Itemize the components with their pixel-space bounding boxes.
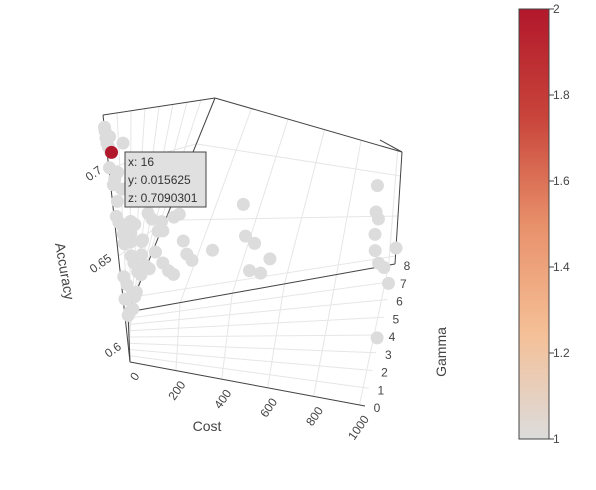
axis-line [214, 97, 403, 153]
data-point[interactable] [118, 237, 131, 251]
grid-line [129, 349, 373, 371]
y-tick-label: 1 [377, 383, 384, 397]
data-point[interactable] [263, 252, 277, 266]
y-tick-label: 6 [396, 295, 403, 309]
hover-x-text: x: 16 [128, 155, 154, 169]
data-point[interactable] [162, 264, 175, 278]
data-point[interactable] [368, 244, 382, 258]
x-tick-label: 800 [303, 404, 326, 429]
data-point[interactable] [136, 233, 150, 247]
y-tick-label: 0 [374, 401, 381, 415]
axis-line [129, 361, 366, 407]
grid-line [128, 334, 381, 338]
colorbar-tick-label: 1.8 [553, 88, 570, 102]
y-tick-label: 5 [392, 312, 399, 326]
x-axis-title: Cost [193, 418, 222, 434]
grid-line [179, 108, 252, 303]
x-tick-label: 200 [165, 378, 188, 403]
data-point[interactable] [139, 259, 152, 273]
x-tick-label: 400 [211, 387, 234, 412]
colorbar-tick-labels: 1 1.2 1.4 1.6 1.8 2 [549, 2, 570, 446]
data-point[interactable] [372, 256, 386, 270]
colorbar-gradient [518, 8, 550, 440]
grid-line [128, 281, 392, 319]
data-point[interactable] [176, 234, 190, 248]
x-tick-label: 1000 [345, 412, 372, 442]
axis-line [127, 263, 396, 313]
data-point[interactable] [369, 205, 383, 219]
hover-tooltip: x: 16 y: 0.015625 z: 0.7090301 [124, 151, 207, 208]
data-point[interactable] [368, 227, 382, 241]
colorbar-tick-label: 1.2 [553, 346, 570, 360]
data-point[interactable] [389, 241, 403, 255]
data-point[interactable] [180, 247, 194, 261]
grid-line [231, 118, 289, 294]
colorbar-tick-label: 1.6 [553, 174, 570, 188]
data-point[interactable] [135, 248, 149, 262]
grid-line [196, 143, 401, 177]
axis-line [379, 139, 403, 153]
data-point[interactable] [370, 331, 384, 345]
grid-line [336, 140, 362, 275]
grid-line [128, 299, 388, 325]
colorbar-tick-label: 1 [553, 432, 560, 446]
data-point[interactable] [149, 245, 162, 259]
data-point[interactable] [206, 243, 219, 257]
data-point[interactable] [118, 292, 132, 306]
data-point[interactable] [141, 206, 155, 220]
colorbar-tick-label: 1.4 [553, 260, 570, 274]
y-tick-label: 4 [389, 330, 396, 344]
grid-line [283, 129, 326, 285]
axis-line [102, 97, 216, 116]
data-point[interactable] [103, 130, 117, 144]
colorbar-tick-label: 2 [553, 2, 560, 16]
z-axis-title: Accuracy [52, 241, 78, 300]
data-point[interactable] [236, 197, 250, 211]
data-point[interactable] [239, 229, 252, 243]
hover-z-text: z: 0.7090301 [128, 191, 198, 205]
grid-line [129, 342, 377, 354]
data-point[interactable] [382, 276, 395, 290]
data-point[interactable] [155, 215, 168, 229]
data-point[interactable] [110, 194, 124, 208]
z-tick-label: 0.6 [102, 339, 124, 360]
grid-line [128, 316, 384, 332]
x-tick-label: 0 [127, 369, 142, 383]
data-point[interactable] [172, 207, 186, 221]
data-point[interactable] [128, 217, 142, 231]
y-tick-label: 2 [381, 366, 388, 380]
colorbar [518, 8, 550, 440]
x-tick-label: 600 [257, 395, 280, 420]
grid-line [129, 355, 369, 389]
hover-y-text: y: 0.015625 [128, 173, 191, 187]
data-point[interactable] [117, 270, 131, 284]
hover-tooltip-box [124, 151, 207, 208]
y-tick-label: 7 [400, 277, 407, 291]
data-point[interactable] [248, 236, 262, 250]
grid-lines [102, 97, 401, 407]
data-point[interactable] [121, 308, 135, 322]
data-point[interactable] [111, 165, 125, 179]
z-tick-label: 0.7 [83, 163, 105, 184]
y-axis-title: Gamma [433, 327, 449, 377]
data-point[interactable] [109, 209, 123, 223]
data-point[interactable] [254, 266, 268, 280]
grid-line [165, 215, 399, 221]
data-point[interactable] [370, 179, 384, 193]
y-tick-label: 3 [385, 348, 392, 362]
y-tick-label: 8 [404, 259, 411, 273]
data-point[interactable] [243, 264, 256, 278]
highlighted-point[interactable] [105, 145, 118, 159]
data-point[interactable] [116, 136, 130, 150]
z-tick-label: 0.65 [87, 251, 114, 276]
